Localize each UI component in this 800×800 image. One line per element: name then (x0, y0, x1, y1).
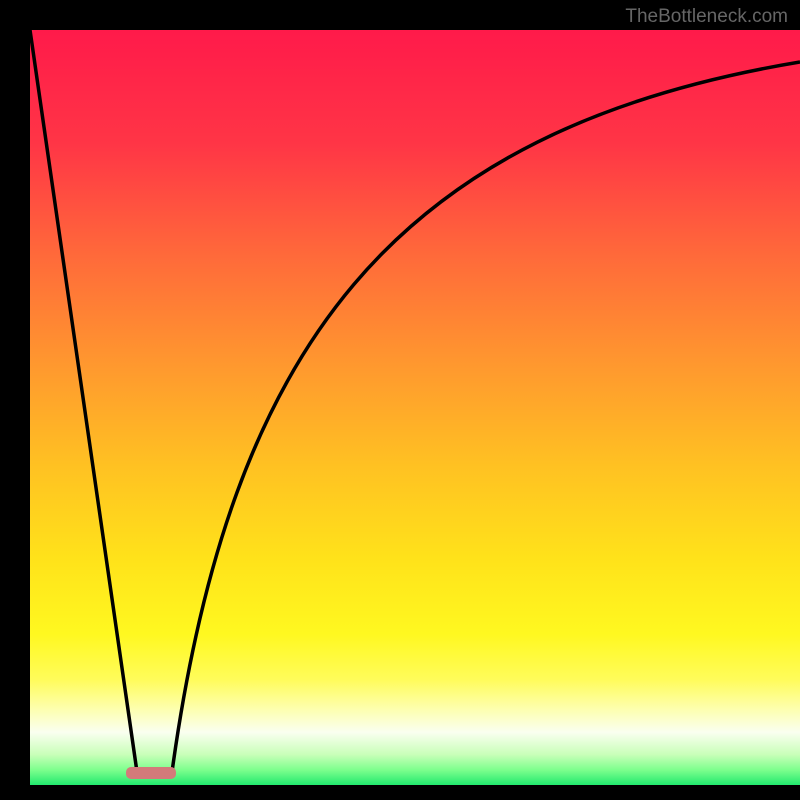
watermark-text: TheBottleneck.com (625, 6, 788, 28)
plot-area (30, 30, 800, 785)
chart-container: TheBottleneck.com (0, 0, 800, 800)
optimal-marker (126, 767, 176, 779)
gradient-background (30, 30, 800, 785)
